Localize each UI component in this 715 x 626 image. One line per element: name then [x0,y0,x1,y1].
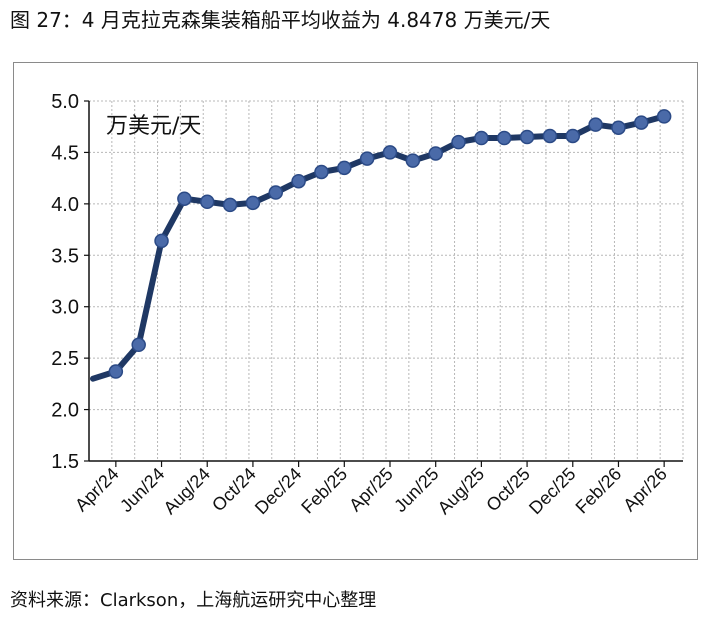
data-point [656,109,672,124]
x-tick-label: Feb/25 [297,464,351,518]
y-tick-label: 4.0 [51,194,79,216]
data-point [382,145,398,160]
x-tick-label: Dec/25 [525,464,579,518]
x-tick-label: Jun/25 [390,464,442,516]
data-point [177,191,192,206]
data-point [428,146,443,161]
data-point [519,129,535,145]
x-tick-label: Apr/25 [345,464,397,516]
y-tick-label: 5.0 [51,91,79,113]
data-point [405,153,421,168]
x-tick-label: Oct/25 [482,464,534,516]
data-point [496,130,512,146]
data-point [588,117,603,132]
figure-source: 资料来源：Clarkson，上海航运研究中心整理 [10,590,377,611]
y-tick-label: 3.0 [51,297,79,319]
y-tick-label: 3.5 [51,245,79,267]
series-line [90,113,668,382]
x-tick-label: Oct/24 [208,464,260,516]
data-point [634,115,649,130]
y-tick-label: 1.5 [51,451,79,473]
data-point [314,164,329,180]
axes [84,100,683,467]
x-tick-label: Aug/24 [160,464,214,518]
x-tick-label: Feb/26 [572,464,626,518]
x-tick-label: Apr/26 [619,464,671,516]
figure-caption: 图 27：4 月克拉克森集装箱船平均收益为 4.8478 万美元/天 [10,8,551,32]
x-tick-label: Dec/24 [251,464,305,518]
data-point [542,128,558,144]
y-axis-unit-label: 万美元/天 [106,114,201,139]
x-tick-labels: Apr/24Jun/24Aug/24Oct/24Dec/24Feb/25Apr/… [71,464,671,518]
data-point [611,120,626,135]
data-point [451,134,466,150]
data-point [222,197,238,213]
y-tick-labels: 1.5 2.0 2.5 3.0 3.5 4.0 4.5 5.0 [51,91,79,473]
x-tick-label: Aug/25 [434,464,488,518]
series [90,109,672,382]
y-tick-label: 2.0 [51,400,79,422]
data-point [474,130,489,146]
y-tick-label: 2.5 [51,348,79,370]
chart-frame: 1.5 2.0 2.5 3.0 3.5 4.0 4.5 5.0 Apr/24 Jun/24 Aug… [13,62,698,560]
y-tick-label: 4.5 [51,142,79,164]
data-point [291,173,306,189]
data-point [131,337,146,353]
data-point [565,128,581,144]
x-tick-label: Jun/24 [116,464,168,516]
data-point [108,364,124,379]
line-chart: 1.5 2.0 2.5 3.0 3.5 4.0 4.5 5.0 Apr/24Jun/24Aug… [51,91,684,518]
data-point [245,195,261,211]
data-point [359,151,375,166]
data-point [154,233,169,249]
data-point [268,185,284,200]
data-point [337,160,352,176]
data-point [199,194,215,210]
